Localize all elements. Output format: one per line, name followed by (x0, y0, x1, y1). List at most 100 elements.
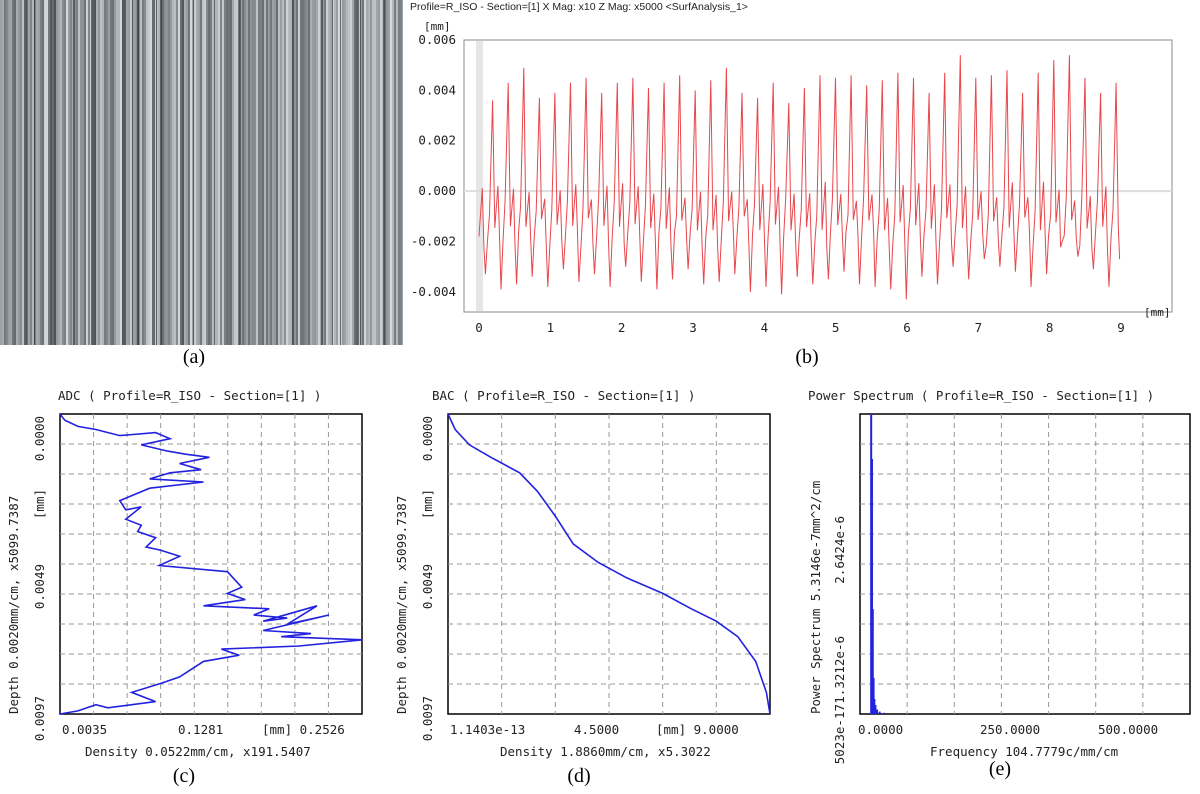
x-tick-label: [mm] 0.2526 (262, 722, 345, 737)
texture-stripe (20, 0, 22, 345)
texture-stripe (220, 0, 222, 345)
adc-series-line (59, 413, 363, 715)
x-tick-label: 5 (832, 320, 840, 335)
caption-b: (b) (795, 346, 819, 368)
groove-line (354, 0, 357, 345)
caption-d: (d) (567, 765, 591, 787)
texture-stripe (44, 0, 46, 345)
texture-stripe (176, 0, 178, 345)
y-tick-label: 0.0097 (32, 696, 47, 741)
texture-stripe (186, 0, 188, 345)
texture-stripe (198, 0, 200, 345)
groove-line (161, 0, 162, 345)
texture-stripe (204, 0, 206, 345)
y-tick-label: 2.6424e-6 (832, 516, 847, 584)
texture-stripe (264, 0, 266, 345)
x-tick-label: 0.0035 (62, 722, 107, 737)
texture-stripe (6, 0, 8, 345)
texture-stripe (402, 0, 403, 345)
texture-stripe (310, 0, 312, 345)
texture-stripe (372, 0, 374, 345)
x-tick-label: 6 (903, 320, 911, 335)
x-tick-label: 8 (1046, 320, 1054, 335)
texture-stripe (226, 0, 228, 345)
texture-stripe (142, 0, 144, 345)
texture-stripe (64, 0, 66, 345)
chart-d-title: BAC ( Profile=R_ISO - Section=[1] ) (432, 388, 695, 403)
texture-stripe (120, 0, 122, 345)
texture-stripe (284, 0, 286, 345)
profile-series-line (478, 55, 1121, 300)
texture-stripe (178, 0, 180, 345)
texture-stripe (146, 0, 148, 345)
groove-line (360, 0, 361, 345)
texture-stripe (10, 0, 12, 345)
texture-stripe (158, 0, 160, 345)
y-tick-label: 0.000 (418, 183, 456, 198)
texture-stripe (164, 0, 166, 345)
texture-stripe (98, 0, 100, 345)
adc-chart: ADC ( Profile=R_ISO - Section=[1] ) 0.003… (6, 388, 363, 759)
groove-line (132, 0, 133, 345)
texture-stripe (228, 0, 230, 345)
texture-stripe (28, 0, 30, 345)
texture-stripe (36, 0, 38, 345)
texture-stripe (378, 0, 380, 345)
texture-stripe (128, 0, 130, 345)
texture-stripe (22, 0, 24, 345)
texture-stripe (400, 0, 402, 345)
texture-stripe (346, 0, 348, 345)
texture-stripe (252, 0, 254, 345)
groove-line (214, 0, 215, 345)
texture-stripe (374, 0, 376, 345)
texture-stripe (110, 0, 112, 345)
microscope-image (0, 0, 403, 345)
groove-line (73, 0, 75, 345)
chart-b-title: Profile=R_ISO - Section=[1] X Mag: x10 Z… (410, 1, 748, 13)
x-tick-label: 4 (761, 320, 769, 335)
texture-stripe (150, 0, 152, 345)
texture-stripe (2, 0, 4, 345)
x-tick-label: 0.0000 (858, 722, 903, 737)
texture-stripe (4, 0, 6, 345)
y-tick-label: 0.002 (418, 133, 456, 148)
texture-stripe (244, 0, 246, 345)
texture-stripe (296, 0, 298, 345)
texture-stripe (274, 0, 276, 345)
texture-stripe (174, 0, 176, 345)
texture-stripe (66, 0, 68, 345)
texture-stripe (280, 0, 282, 345)
groove-line (332, 0, 333, 345)
texture-stripe (130, 0, 132, 345)
groove-line (156, 0, 157, 345)
texture-stripe (350, 0, 352, 345)
texture-stripe (330, 0, 332, 345)
texture-stripe (180, 0, 182, 345)
x-axis-label: Frequency 104.7779c/mm/cm (930, 744, 1118, 759)
groove-line (125, 0, 126, 345)
x-tick-label: 0 (475, 320, 483, 335)
texture-stripe (16, 0, 18, 345)
texture-stripe (216, 0, 218, 345)
texture-stripe (288, 0, 290, 345)
texture-stripe (202, 0, 204, 345)
y-tick-label: 0.0049 (32, 564, 47, 609)
groove-line (321, 0, 323, 345)
texture-stripe (230, 0, 232, 345)
x-tick-label: 500.0000 (1098, 722, 1158, 737)
texture-stripe (376, 0, 378, 345)
groove-line (138, 0, 139, 345)
texture-stripe (208, 0, 210, 345)
texture-stripe (210, 0, 212, 345)
texture-stripe (88, 0, 90, 345)
texture-stripe (268, 0, 270, 345)
groove-line (24, 0, 27, 345)
texture-stripe (58, 0, 60, 345)
x-tick-label: 1.1403e-13 (450, 722, 525, 737)
texture-stripe (48, 0, 50, 345)
texture-stripe (116, 0, 118, 345)
x-tick-label: 2 (618, 320, 626, 335)
texture-stripe (262, 0, 264, 345)
y-axis-label: Depth 0.0020mm/cm, x5099.7387 (6, 496, 21, 714)
